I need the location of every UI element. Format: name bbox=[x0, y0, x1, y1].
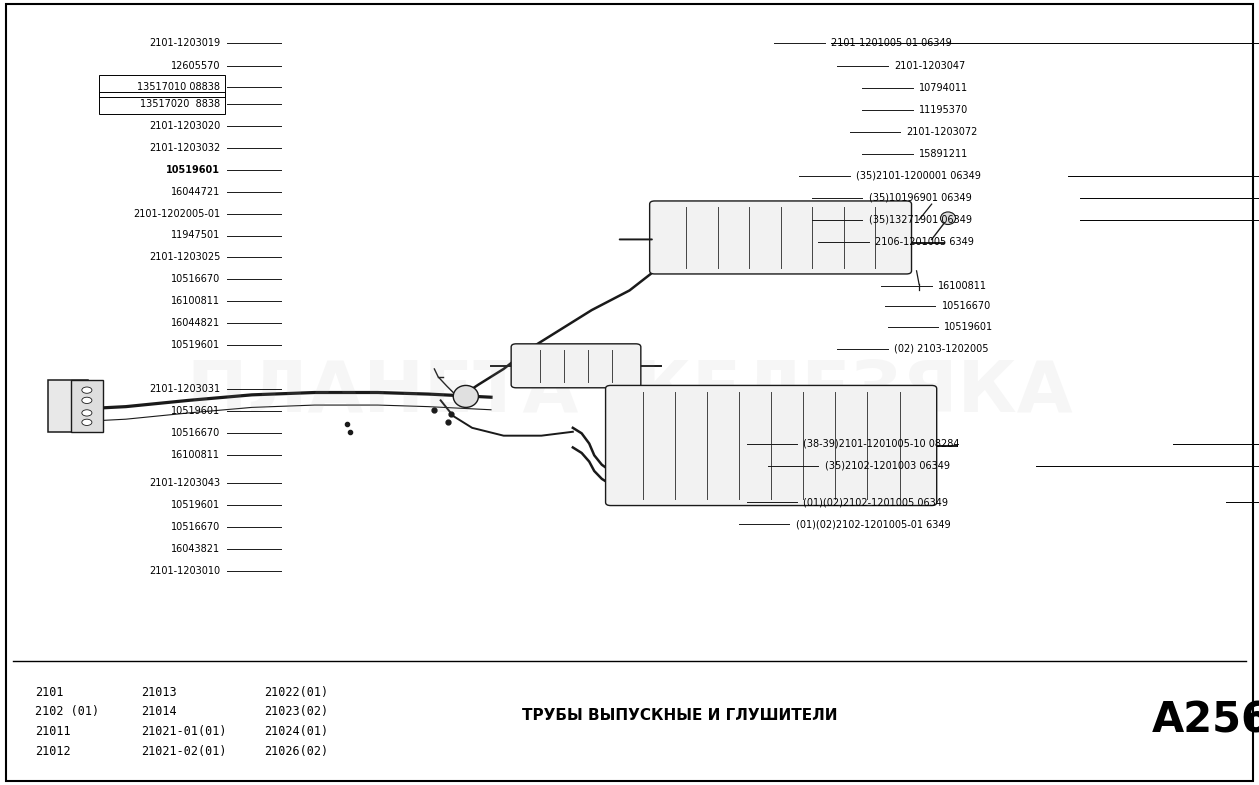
Text: 21021-01(01): 21021-01(01) bbox=[141, 725, 227, 738]
Text: 10516670: 10516670 bbox=[171, 275, 220, 284]
Text: 10519601: 10519601 bbox=[171, 341, 220, 350]
FancyBboxPatch shape bbox=[511, 344, 641, 388]
Ellipse shape bbox=[453, 385, 478, 407]
Text: 13517020  8838: 13517020 8838 bbox=[140, 99, 220, 108]
Text: 10519601: 10519601 bbox=[166, 165, 220, 174]
Text: 16044721: 16044721 bbox=[171, 187, 220, 196]
Text: 13517010 08838: 13517010 08838 bbox=[137, 82, 220, 92]
Text: (01)(02)2102-1201005 06349: (01)(02)2102-1201005 06349 bbox=[803, 498, 948, 507]
Text: 21011: 21011 bbox=[35, 725, 71, 738]
Text: 10516670: 10516670 bbox=[942, 301, 991, 311]
Text: 2101-1203010: 2101-1203010 bbox=[150, 566, 220, 575]
Ellipse shape bbox=[940, 212, 956, 225]
Text: 21026(02): 21026(02) bbox=[264, 745, 329, 758]
Text: 2101-1203043: 2101-1203043 bbox=[150, 478, 220, 487]
Text: 2101-1203072: 2101-1203072 bbox=[906, 127, 978, 137]
Ellipse shape bbox=[82, 397, 92, 403]
FancyBboxPatch shape bbox=[71, 380, 103, 432]
Text: 21023(02): 21023(02) bbox=[264, 706, 329, 718]
Text: 16100811: 16100811 bbox=[171, 451, 220, 460]
Text: ТРУБЫ ВЫПУСКНЫЕ И ГЛУШИТЕЛИ: ТРУБЫ ВЫПУСКНЫЕ И ГЛУШИТЕЛИ bbox=[522, 708, 837, 724]
Text: 10519601: 10519601 bbox=[171, 500, 220, 509]
Text: (35)10196901 06349: (35)10196901 06349 bbox=[869, 193, 972, 203]
Text: 10794011: 10794011 bbox=[919, 83, 968, 93]
Text: 2101-1203032: 2101-1203032 bbox=[149, 143, 220, 152]
Text: 2101: 2101 bbox=[35, 686, 64, 699]
Text: 11947501: 11947501 bbox=[171, 231, 220, 240]
Text: 2101-1203025: 2101-1203025 bbox=[149, 253, 220, 262]
Text: 2106-1201005 6349: 2106-1201005 6349 bbox=[875, 237, 974, 246]
Text: (35)2101-1200001 06349: (35)2101-1200001 06349 bbox=[856, 171, 981, 181]
Text: 21021-02(01): 21021-02(01) bbox=[141, 745, 227, 758]
Text: A256: A256 bbox=[1152, 699, 1259, 742]
Text: 15891211: 15891211 bbox=[919, 149, 968, 159]
Text: 16100811: 16100811 bbox=[938, 281, 987, 290]
FancyBboxPatch shape bbox=[48, 380, 88, 432]
FancyBboxPatch shape bbox=[606, 385, 937, 506]
Text: 21024(01): 21024(01) bbox=[264, 725, 329, 738]
Text: 10519601: 10519601 bbox=[944, 322, 993, 331]
Text: 16100811: 16100811 bbox=[171, 297, 220, 306]
Text: 2101-1201005-01 06349: 2101-1201005-01 06349 bbox=[831, 38, 952, 48]
Ellipse shape bbox=[82, 410, 92, 416]
Text: 16043821: 16043821 bbox=[171, 544, 220, 553]
Text: (35)13271901 06349: (35)13271901 06349 bbox=[869, 215, 972, 225]
Text: 21012: 21012 bbox=[35, 745, 71, 758]
Text: (38-39)2101-1201005-10 08284: (38-39)2101-1201005-10 08284 bbox=[803, 439, 959, 448]
Text: (02) 2103-1202005: (02) 2103-1202005 bbox=[894, 344, 988, 353]
Text: ПЛАНЕТА ЖЕЛЕЗЯКА: ПЛАНЕТА ЖЕЛЕЗЯКА bbox=[186, 358, 1073, 427]
FancyBboxPatch shape bbox=[650, 201, 912, 274]
Text: 10516670: 10516670 bbox=[171, 522, 220, 531]
Text: 2101-1203031: 2101-1203031 bbox=[150, 385, 220, 394]
Ellipse shape bbox=[82, 387, 92, 393]
Text: (01)(02)2102-1201005-01 6349: (01)(02)2102-1201005-01 6349 bbox=[796, 520, 951, 529]
Text: 21013: 21013 bbox=[141, 686, 176, 699]
Text: 2101-1203019: 2101-1203019 bbox=[150, 38, 220, 48]
Text: 10516670: 10516670 bbox=[171, 429, 220, 438]
Text: 2101-1203020: 2101-1203020 bbox=[149, 121, 220, 130]
Text: 21014: 21014 bbox=[141, 706, 176, 718]
Text: 16044821: 16044821 bbox=[171, 319, 220, 328]
Text: 10519601: 10519601 bbox=[171, 407, 220, 416]
Ellipse shape bbox=[82, 419, 92, 425]
Text: 21022(01): 21022(01) bbox=[264, 686, 329, 699]
Text: 2101-1202005-01: 2101-1202005-01 bbox=[133, 209, 220, 218]
Text: 11195370: 11195370 bbox=[919, 105, 968, 115]
Text: 12605570: 12605570 bbox=[171, 61, 220, 71]
Text: 2102 (01): 2102 (01) bbox=[35, 706, 99, 718]
Text: 2101-1203047: 2101-1203047 bbox=[894, 61, 966, 71]
Text: (35)2102-1201003 06349: (35)2102-1201003 06349 bbox=[825, 461, 949, 470]
